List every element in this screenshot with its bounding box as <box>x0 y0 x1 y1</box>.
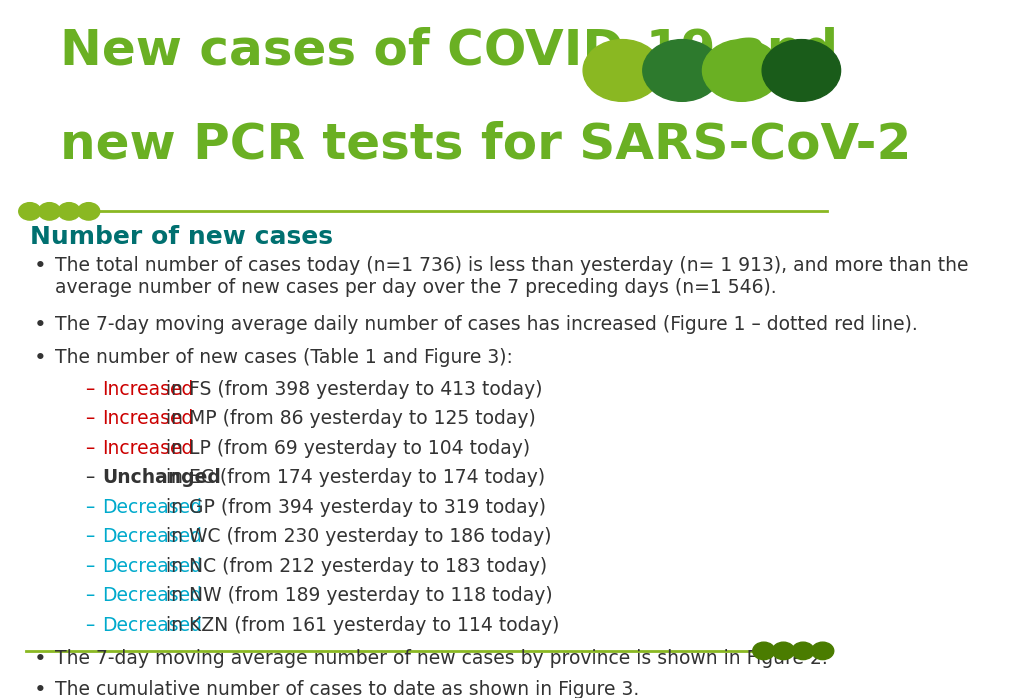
Text: in EC (from 174 yesterday to 174 today): in EC (from 174 yesterday to 174 today) <box>161 468 546 487</box>
Text: Unchanged: Unchanged <box>102 468 221 487</box>
Text: The 7-day moving average number of new cases by province is shown in Figure 2.: The 7-day moving average number of new c… <box>55 649 828 668</box>
Text: –: – <box>85 468 94 487</box>
Text: in FS (from 398 yesterday to 413 today): in FS (from 398 yesterday to 413 today) <box>161 380 543 399</box>
Circle shape <box>762 40 841 101</box>
Text: Decreased: Decreased <box>102 557 203 576</box>
Text: –: – <box>85 409 94 429</box>
Circle shape <box>58 202 80 220</box>
Text: new PCR tests for SARS-CoV-2: new PCR tests for SARS-CoV-2 <box>59 121 911 169</box>
Circle shape <box>38 202 60 220</box>
Text: –: – <box>85 380 94 399</box>
Circle shape <box>702 40 781 101</box>
Text: •: • <box>34 680 47 698</box>
Text: Decreased: Decreased <box>102 586 203 605</box>
Text: •: • <box>34 315 47 335</box>
Text: –: – <box>85 586 94 605</box>
Circle shape <box>643 40 721 101</box>
Text: in LP (from 69 yesterday to 104 today): in LP (from 69 yesterday to 104 today) <box>161 439 530 458</box>
Text: •: • <box>34 256 47 276</box>
Text: Increased: Increased <box>102 409 194 429</box>
Text: in NW (from 189 yesterday to 118 today): in NW (from 189 yesterday to 118 today) <box>161 586 553 605</box>
Text: The cumulative number of cases to date as shown in Figure 3.: The cumulative number of cases to date a… <box>55 680 640 698</box>
Text: Decreased: Decreased <box>102 616 203 635</box>
Text: Decreased: Decreased <box>102 498 203 517</box>
Text: •: • <box>34 348 47 368</box>
Text: in KZN (from 161 yesterday to 114 today): in KZN (from 161 yesterday to 114 today) <box>161 616 560 635</box>
Text: –: – <box>85 616 94 635</box>
Text: –: – <box>85 498 94 517</box>
Text: –: – <box>85 528 94 547</box>
Circle shape <box>18 202 41 220</box>
Circle shape <box>792 642 814 660</box>
Circle shape <box>812 642 834 660</box>
Text: Increased: Increased <box>102 439 194 458</box>
Circle shape <box>583 40 662 101</box>
Text: –: – <box>85 557 94 576</box>
Text: Increased: Increased <box>102 380 194 399</box>
Text: in NC (from 212 yesterday to 183 today): in NC (from 212 yesterday to 183 today) <box>161 557 548 576</box>
Text: –: – <box>85 439 94 458</box>
Circle shape <box>78 202 99 220</box>
Text: in GP (from 394 yesterday to 319 today): in GP (from 394 yesterday to 319 today) <box>161 498 546 517</box>
Text: •: • <box>34 649 47 669</box>
Text: The number of new cases (Table 1 and Figure 3):: The number of new cases (Table 1 and Fig… <box>55 348 513 366</box>
Text: The 7-day moving average daily number of cases has increased (Figure 1 – dotted : The 7-day moving average daily number of… <box>55 315 919 334</box>
Circle shape <box>753 642 775 660</box>
Text: Decreased: Decreased <box>102 528 203 547</box>
Text: in MP (from 86 yesterday to 125 today): in MP (from 86 yesterday to 125 today) <box>161 409 536 429</box>
Text: New cases of COVID-19 and: New cases of COVID-19 and <box>59 27 838 75</box>
Circle shape <box>772 642 795 660</box>
Text: The total number of cases today (n=1 736) is less than yesterday (n= 1 913), and: The total number of cases today (n=1 736… <box>55 256 969 297</box>
Text: Number of new cases: Number of new cases <box>30 225 333 248</box>
Text: in WC (from 230 yesterday to 186 today): in WC (from 230 yesterday to 186 today) <box>161 528 552 547</box>
